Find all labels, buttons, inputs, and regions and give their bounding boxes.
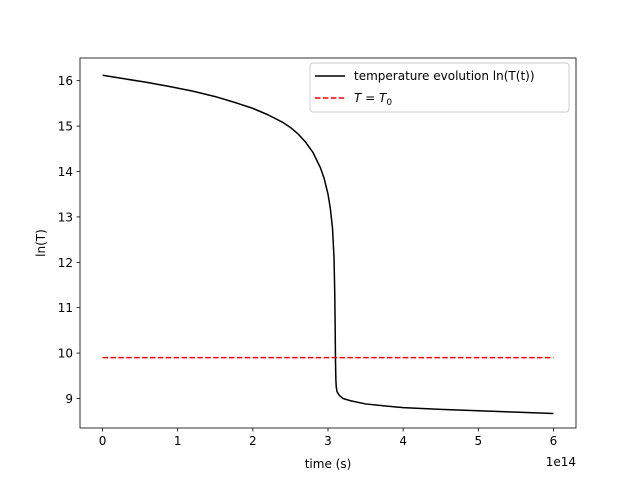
x-tick-label: 4: [399, 434, 407, 448]
x-tick-label: 3: [324, 434, 332, 448]
legend-entry-temperature: temperature evolution ln(T(t)): [354, 69, 535, 83]
y-tick-label: 12: [58, 256, 73, 270]
y-tick-label: 13: [58, 210, 73, 224]
x-offset-label: 1e14: [546, 455, 576, 469]
x-tick-label: 0: [99, 434, 107, 448]
y-tick-label: 16: [58, 74, 73, 88]
plot-lines: [102, 74, 554, 415]
y-tick-label: 14: [58, 165, 73, 179]
y-axis-label: ln(T): [34, 229, 48, 257]
series-line-temperature: [102, 74, 554, 415]
legend-box: [309, 62, 570, 113]
y-tick-label: 10: [58, 347, 73, 361]
x-axis-label: time (s): [305, 457, 352, 471]
x-tick-label: 1: [174, 434, 182, 448]
x-tick-label: 2: [249, 434, 257, 448]
x-tick-label: 5: [474, 434, 482, 448]
y-axis: 9 10 11 12 13 14 15 16: [58, 74, 80, 406]
x-tick-label: 6: [550, 434, 558, 448]
y-tick-label: 15: [58, 120, 73, 134]
legend-entry-t0: T = T0: [354, 91, 392, 108]
legend: temperature evolution ln(T(t)) T = T0: [309, 62, 570, 113]
y-tick-label: 11: [58, 301, 73, 315]
x-axis: 0 1 2 3 4 5 6: [99, 428, 558, 448]
y-tick-label: 9: [65, 392, 73, 406]
